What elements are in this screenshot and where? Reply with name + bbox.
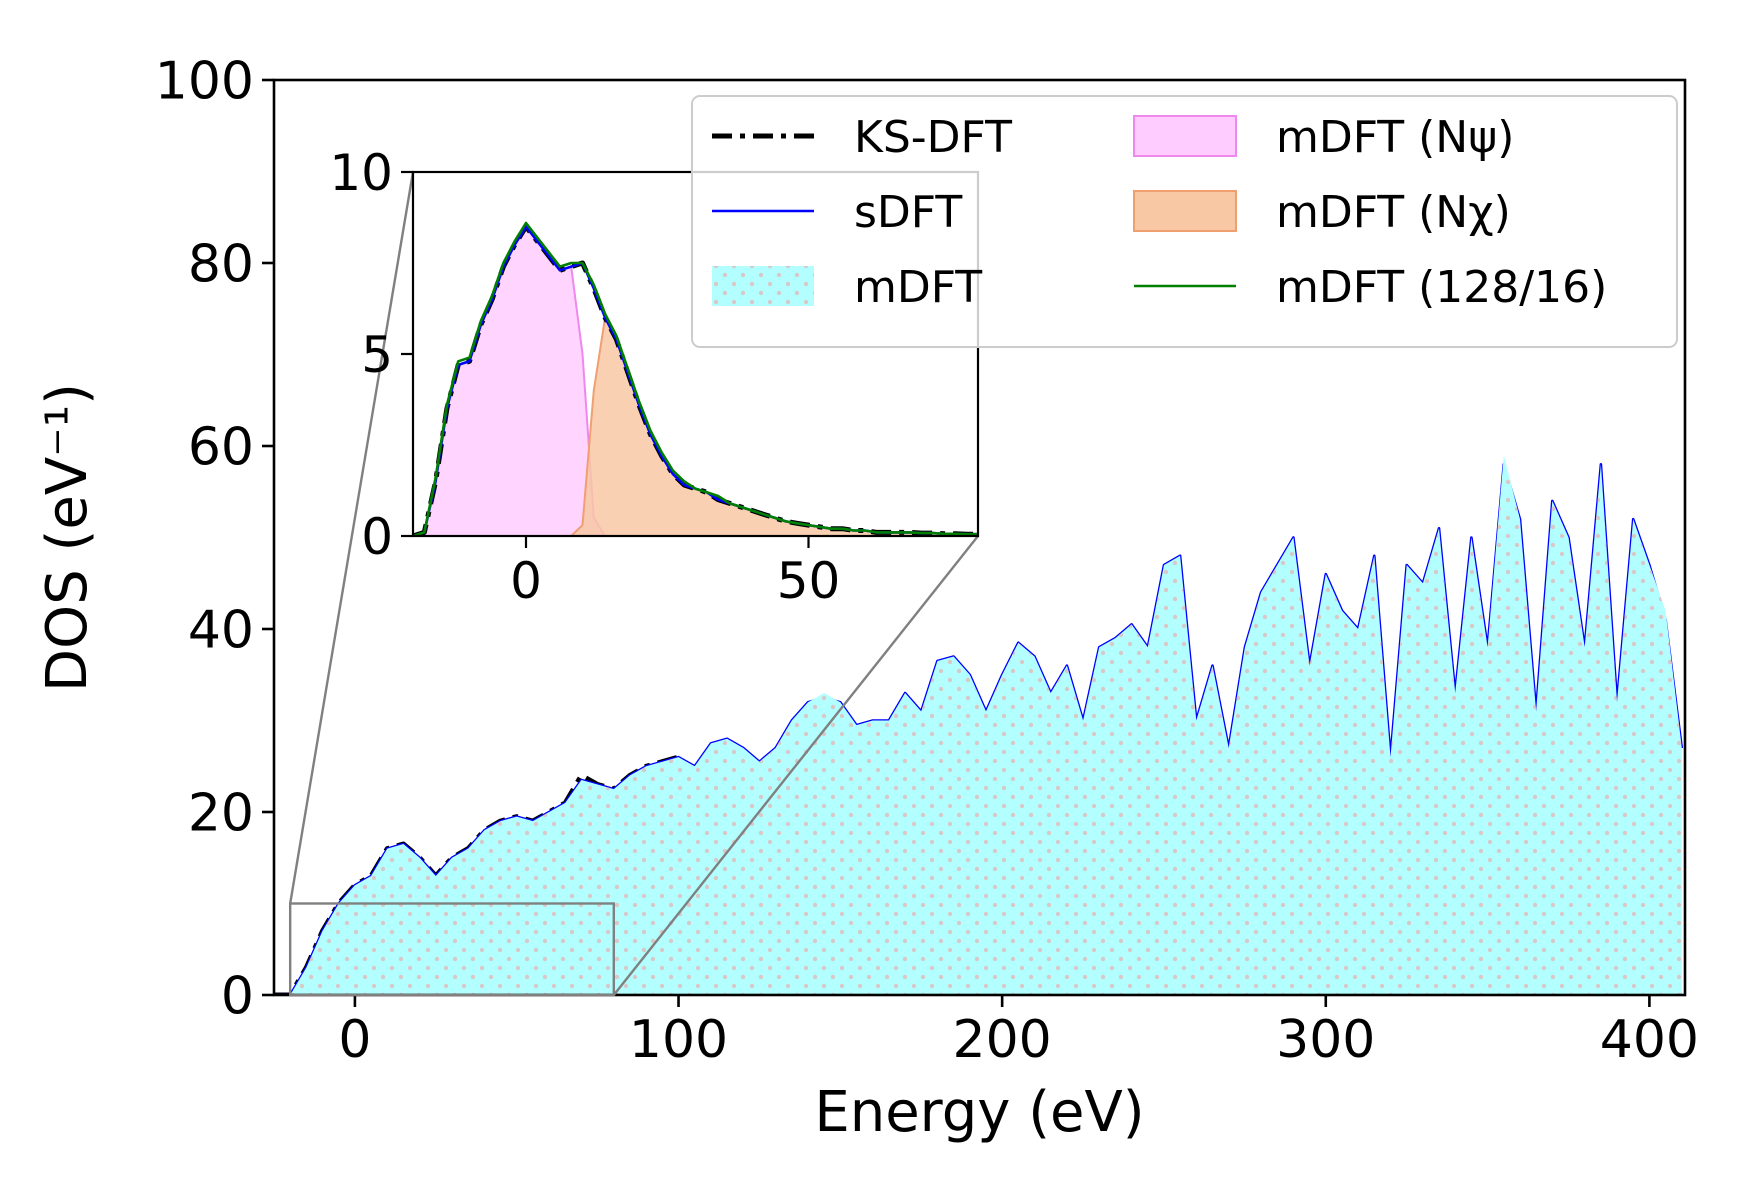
y-tick-label: 60	[188, 418, 254, 478]
y-tick-label: 0	[221, 967, 254, 1027]
legend: KS-DFT sDFT mDFT mDFT (Nψ) mDFT (Nχ) mDFT (12…	[691, 95, 1678, 348]
y-tick-label: 5	[361, 326, 393, 384]
line	[413, 221, 978, 536]
plot	[274, 455, 1684, 995]
legend-swatch-hatch	[712, 266, 814, 306]
x-tick-label: 200	[953, 1010, 1052, 1070]
y-tick-label: 40	[188, 601, 254, 661]
legend-label: mDFT (Nχ)	[1276, 187, 1511, 238]
y-tick-label: 0	[361, 508, 393, 566]
y-tick-label: 100	[155, 52, 254, 112]
legend-label: mDFT (128/16)	[1276, 262, 1607, 313]
legend-label: KS-DFT	[854, 112, 1012, 163]
x-tick-label: 100	[629, 1010, 728, 1070]
legend-label: sDFT	[854, 187, 962, 238]
plot	[413, 221, 978, 536]
x-tick-label: 300	[1276, 1010, 1375, 1070]
x-tick-label: 0	[338, 1010, 371, 1070]
area-hatch	[274, 455, 1682, 995]
y-tick-label: 20	[188, 784, 254, 844]
axes-frame	[272, 78, 1687, 997]
legend-label: mDFT (Nψ)	[1276, 112, 1514, 163]
zoom-connector	[288, 171, 415, 904]
y-axis-label: DOS (eV⁻¹)	[35, 383, 100, 692]
x-axis-label: Energy (eV)	[814, 1080, 1144, 1145]
zoom-connector	[612, 535, 979, 996]
x-tick-label: 50	[777, 552, 841, 610]
x-tick-label: 0	[510, 552, 542, 610]
legend-label: mDFT	[854, 262, 982, 313]
legend-swatch	[1133, 115, 1237, 157]
x-tick-label: 400	[1600, 1010, 1699, 1070]
zoom-box	[288, 902, 616, 997]
legend-swatch	[1133, 190, 1237, 232]
y-tick-label: 10	[329, 144, 393, 202]
y-tick-label: 80	[188, 235, 254, 295]
